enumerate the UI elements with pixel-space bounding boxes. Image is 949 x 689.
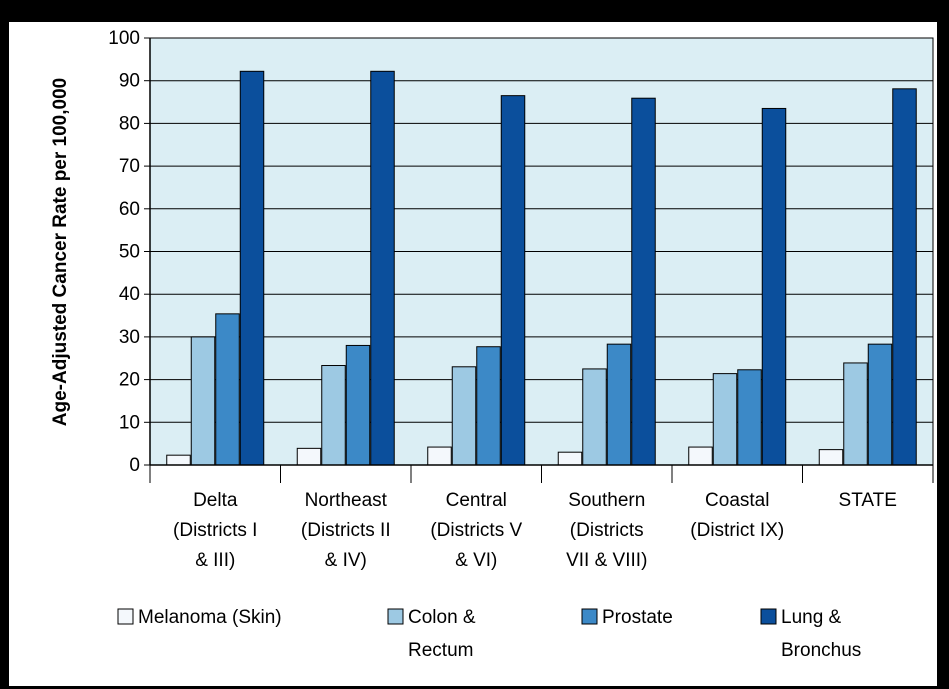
bar bbox=[296, 447, 322, 466]
bar bbox=[712, 373, 738, 466]
bar bbox=[215, 313, 240, 466]
bar bbox=[843, 362, 868, 466]
x-category-label: Northeast (Districts II & IV) bbox=[301, 490, 391, 571]
x-category-label: Delta (Districts I & III) bbox=[173, 490, 257, 571]
bar bbox=[737, 369, 762, 466]
gridlines bbox=[150, 37, 933, 423]
y-tick-label: 20 bbox=[119, 370, 140, 391]
bar bbox=[557, 451, 583, 466]
bar bbox=[370, 70, 395, 466]
bar bbox=[427, 446, 452, 466]
bar bbox=[761, 107, 787, 466]
y-tick-label: 100 bbox=[108, 28, 140, 49]
bar bbox=[166, 454, 191, 466]
bar bbox=[345, 344, 371, 466]
y-axis-label: Age-Adjusted Cancer Rate per 100,000 bbox=[50, 78, 71, 426]
bar bbox=[321, 365, 346, 466]
bar bbox=[476, 346, 501, 466]
y-tick-label: 70 bbox=[119, 156, 140, 177]
bar bbox=[867, 343, 893, 466]
x-category-label: STATE bbox=[839, 490, 897, 511]
legend: Melanoma (Skin) Colon & Rectum Prostate Lung… bbox=[117, 607, 861, 661]
legend-label: Prostate bbox=[602, 607, 673, 628]
y-tick-label: 80 bbox=[119, 113, 140, 134]
legend-swatch bbox=[117, 608, 134, 625]
legend-swatch bbox=[760, 608, 777, 625]
bar bbox=[688, 446, 713, 466]
x-category-labels: Delta (Districts I & III) Northeast (Distric… bbox=[173, 490, 897, 571]
bar bbox=[892, 88, 917, 466]
legend-label: Colon & Rectum bbox=[408, 607, 476, 661]
bar bbox=[818, 449, 844, 466]
legend-swatch bbox=[387, 608, 404, 625]
bar bbox=[500, 95, 526, 466]
bar bbox=[190, 336, 216, 466]
legend-label: Lung & Bronchus bbox=[781, 607, 861, 661]
y-tick-label: 40 bbox=[119, 284, 140, 305]
bar bbox=[239, 70, 265, 466]
bar bbox=[451, 366, 477, 466]
y-tick-label: 50 bbox=[119, 242, 140, 263]
bar bbox=[631, 97, 656, 466]
y-tick-label: 90 bbox=[119, 71, 140, 92]
x-category-label: Central (Districts V & VI) bbox=[430, 490, 522, 571]
y-tick-label: 10 bbox=[119, 412, 140, 433]
bar bbox=[606, 343, 632, 466]
y-tick-label: 60 bbox=[119, 199, 140, 220]
bar bbox=[582, 368, 607, 466]
y-tick-labels: 0 10 20 30 40 50 60 70 80 90 100 bbox=[108, 28, 140, 476]
x-category-label: Southern (Districts VII & VIII) bbox=[566, 490, 647, 571]
legend-label: Melanoma (Skin) bbox=[138, 607, 282, 628]
legend-swatch bbox=[581, 608, 598, 625]
x-category-label: Coastal (District IX) bbox=[690, 490, 784, 541]
axes bbox=[144, 37, 934, 483]
y-tick-label: 0 bbox=[129, 455, 140, 476]
y-tick-label: 30 bbox=[119, 327, 140, 348]
